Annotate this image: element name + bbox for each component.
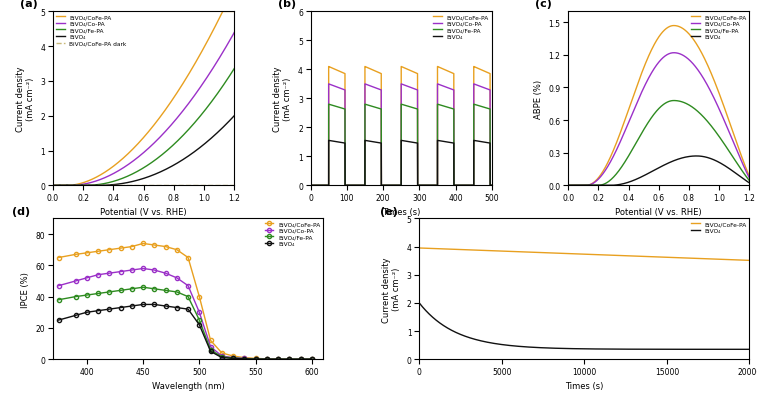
- Legend: BiVO₄/CoFe-PA, BiVO₄/Co-PA, BiVO₄/Fe-PA, BiVO₄, BiVO₄/CoFe-PA dark: BiVO₄/CoFe-PA, BiVO₄/Co-PA, BiVO₄/Fe-PA,…: [56, 15, 126, 47]
- Legend: BiVO₄/CoFe-PA, BiVO₄: BiVO₄/CoFe-PA, BiVO₄: [691, 222, 746, 233]
- Text: (c): (c): [535, 0, 553, 9]
- Text: (e): (e): [379, 206, 397, 216]
- Text: (b): (b): [278, 0, 296, 9]
- Legend: BiVO₄/CoFe-PA, BiVO₄/Co-PA, BiVO₄/Fe-PA, BiVO₄: BiVO₄/CoFe-PA, BiVO₄/Co-PA, BiVO₄/Fe-PA,…: [691, 15, 746, 40]
- X-axis label: Times (s): Times (s): [382, 208, 420, 217]
- Legend: BiVO₄/CoFe-PA, BiVO₄/Co-PA, BiVO₄/Fe-PA, BiVO₄: BiVO₄/CoFe-PA, BiVO₄/Co-PA, BiVO₄/Fe-PA,…: [433, 15, 489, 40]
- Y-axis label: Current density
(mA cm⁻²): Current density (mA cm⁻²): [382, 256, 401, 322]
- X-axis label: Times (s): Times (s): [565, 382, 603, 390]
- Text: (a): (a): [20, 0, 38, 9]
- Y-axis label: Current density
(mA cm⁻²): Current density (mA cm⁻²): [16, 66, 35, 132]
- X-axis label: Potential (V vs. RHE): Potential (V vs. RHE): [615, 208, 702, 217]
- Y-axis label: ABPE (%): ABPE (%): [534, 80, 543, 119]
- Text: (d): (d): [12, 206, 30, 216]
- Y-axis label: IPCE (%): IPCE (%): [21, 271, 30, 307]
- X-axis label: Wavelength (nm): Wavelength (nm): [151, 382, 224, 390]
- X-axis label: Potential (V vs. RHE): Potential (V vs. RHE): [101, 208, 187, 217]
- Y-axis label: Current density
(mA cm⁻²): Current density (mA cm⁻²): [273, 66, 292, 132]
- Legend: BiVO₄/CoFe-PA, BiVO₄/Co-PA, BiVO₄/Fe-PA, BiVO₄: BiVO₄/CoFe-PA, BiVO₄/Co-PA, BiVO₄/Fe-PA,…: [265, 222, 320, 247]
